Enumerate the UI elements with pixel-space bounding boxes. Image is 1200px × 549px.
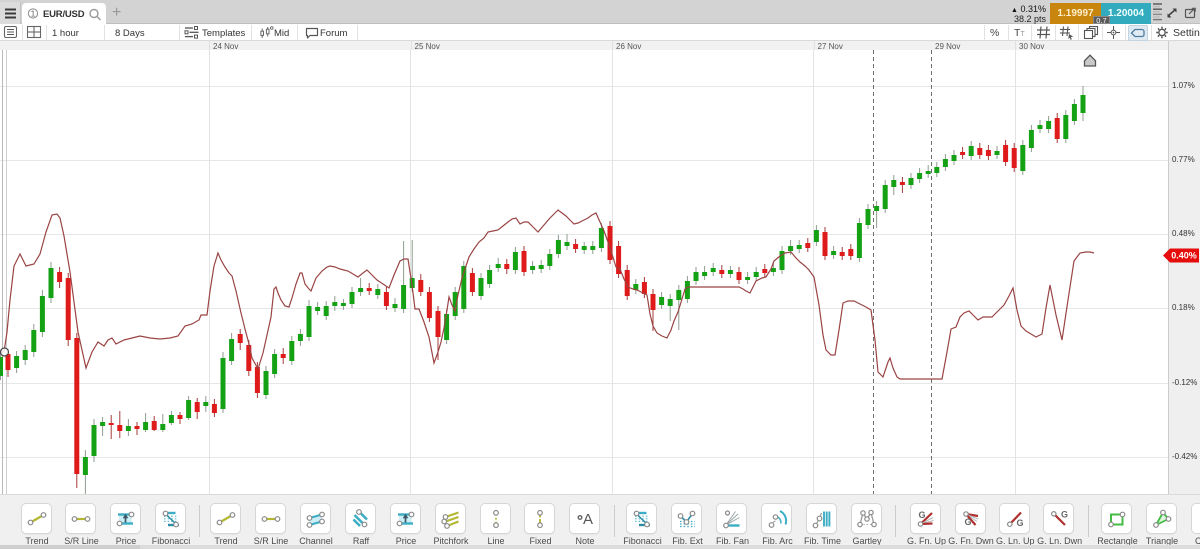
svg-text:G: G xyxy=(1016,518,1023,528)
svg-text:G: G xyxy=(1061,510,1068,520)
svg-text:A: A xyxy=(583,511,593,528)
svg-text:G: G xyxy=(964,517,971,527)
svg-text:1: 1 xyxy=(31,9,36,19)
svg-text:G: G xyxy=(919,510,926,520)
svg-text:0.40%: 0.40% xyxy=(1171,251,1197,261)
